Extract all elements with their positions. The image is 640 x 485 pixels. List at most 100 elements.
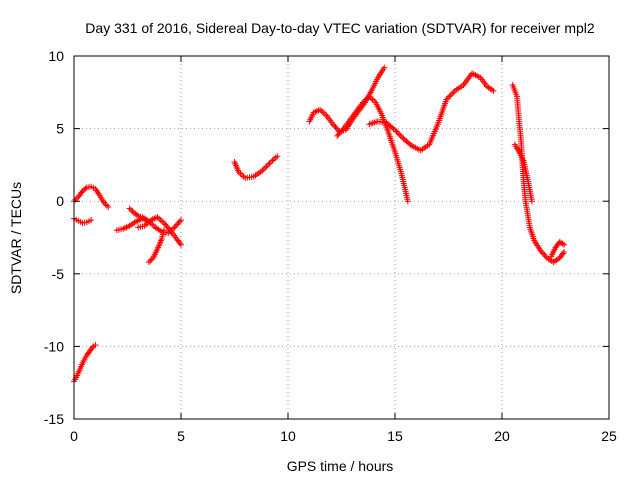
data-point bbox=[263, 163, 270, 170]
data-point bbox=[334, 132, 341, 139]
x-axis-label: GPS time / hours bbox=[287, 458, 394, 474]
data-point bbox=[102, 201, 109, 208]
data-point bbox=[178, 241, 184, 248]
data-point bbox=[339, 127, 346, 134]
x-tick-label: 10 bbox=[280, 428, 296, 444]
data-point bbox=[174, 221, 181, 228]
data-point bbox=[162, 221, 169, 228]
data-point bbox=[176, 240, 183, 247]
series-arc-04 bbox=[113, 215, 184, 237]
grid-layer bbox=[74, 56, 609, 419]
plot-frame bbox=[73, 55, 610, 420]
data-point bbox=[265, 161, 272, 168]
axis-layer: 0 5 10 15 20 25 -15 -10 -5 0 5 10 bbox=[44, 48, 617, 444]
data-point bbox=[561, 241, 568, 248]
data-point bbox=[450, 89, 457, 96]
data-point bbox=[164, 224, 171, 231]
data-point bbox=[397, 132, 404, 139]
data-point bbox=[490, 87, 497, 94]
y-axis-label: SDTVAR / TECUs bbox=[8, 182, 24, 294]
data-point bbox=[259, 167, 266, 174]
data-point bbox=[100, 199, 107, 206]
data-point bbox=[145, 259, 152, 266]
data-point bbox=[176, 218, 183, 225]
data-point bbox=[329, 121, 336, 128]
series-arc-07 bbox=[145, 227, 167, 266]
y-tick-label: -15 bbox=[44, 411, 64, 427]
data-point bbox=[160, 219, 167, 226]
series-arc-13 bbox=[511, 141, 535, 205]
data-point bbox=[528, 198, 535, 205]
y-tick-label: -10 bbox=[44, 338, 64, 354]
y-tick-label: -5 bbox=[52, 266, 65, 282]
label-layer: Day 331 of 2016, Sidereal Day-to-day VTE… bbox=[8, 20, 595, 474]
data-point bbox=[538, 249, 545, 256]
x-tick-label: 5 bbox=[177, 428, 185, 444]
data-point bbox=[537, 247, 544, 254]
data-point bbox=[396, 131, 403, 138]
data-point bbox=[381, 64, 388, 71]
series-arc-05 bbox=[126, 205, 150, 224]
data-point bbox=[444, 95, 451, 102]
data-point bbox=[561, 249, 568, 256]
data-point bbox=[399, 134, 406, 141]
data-point bbox=[338, 128, 345, 135]
x-tick-label: 25 bbox=[601, 428, 617, 444]
data-point bbox=[166, 225, 173, 232]
series-arc-12 bbox=[509, 82, 568, 266]
data-layer bbox=[71, 64, 568, 385]
series-arc-14 bbox=[548, 238, 568, 260]
data-point bbox=[178, 217, 184, 224]
data-point bbox=[542, 253, 549, 260]
data-point bbox=[88, 217, 95, 224]
data-point bbox=[160, 227, 167, 234]
data-point bbox=[105, 204, 112, 211]
data-point bbox=[559, 240, 566, 247]
data-point bbox=[274, 153, 281, 160]
data-point bbox=[142, 216, 149, 223]
data-point bbox=[126, 205, 133, 212]
y-tick-label: 5 bbox=[56, 121, 64, 137]
series-arc-10 bbox=[334, 93, 411, 205]
data-point bbox=[266, 160, 273, 167]
data-point bbox=[447, 92, 454, 99]
x-tick-label: 15 bbox=[387, 428, 403, 444]
data-point bbox=[390, 125, 397, 132]
y-tick-label: 10 bbox=[48, 48, 64, 64]
series-arc-11 bbox=[366, 70, 497, 154]
data-point bbox=[72, 196, 79, 203]
data-point bbox=[262, 164, 269, 171]
data-point bbox=[89, 344, 96, 351]
data-point bbox=[82, 185, 89, 192]
data-point bbox=[133, 211, 140, 218]
series-arc-03 bbox=[71, 341, 99, 385]
data-point bbox=[172, 222, 179, 229]
data-point bbox=[336, 129, 343, 136]
series-arc-06 bbox=[135, 214, 184, 248]
series-arc-01 bbox=[71, 183, 112, 211]
data-point bbox=[393, 128, 400, 135]
data-point bbox=[331, 122, 338, 129]
data-point bbox=[449, 90, 456, 97]
data-point bbox=[333, 125, 340, 132]
data-point bbox=[541, 251, 548, 258]
data-point bbox=[407, 141, 414, 148]
data-point bbox=[128, 206, 135, 213]
data-point bbox=[147, 257, 154, 264]
data-point bbox=[443, 96, 450, 103]
data-point bbox=[163, 222, 170, 229]
data-point bbox=[394, 129, 401, 136]
y-tick-label: 0 bbox=[56, 193, 64, 209]
x-tick-label: 20 bbox=[494, 428, 510, 444]
data-point bbox=[92, 341, 99, 348]
data-point bbox=[540, 250, 547, 257]
chart-title: Day 331 of 2016, Sidereal Day-to-day VTE… bbox=[85, 20, 595, 36]
data-point bbox=[392, 127, 398, 134]
data-point bbox=[171, 224, 178, 231]
x-tick-label: 0 bbox=[70, 428, 78, 444]
data-point bbox=[103, 202, 110, 209]
data-point bbox=[335, 131, 342, 138]
data-point bbox=[332, 124, 339, 131]
